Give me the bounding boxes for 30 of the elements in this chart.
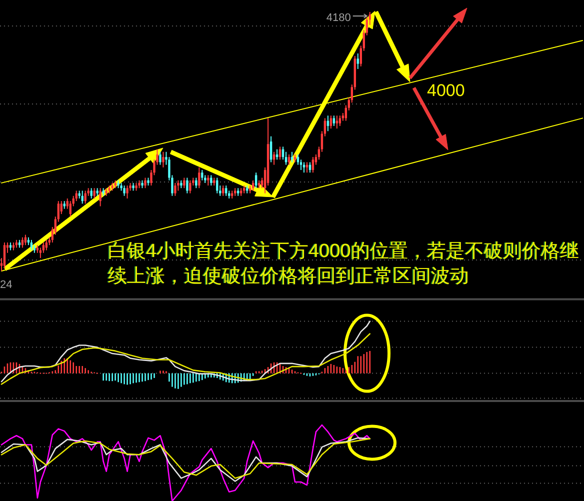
candlestick bbox=[123, 185, 126, 196]
candlestick bbox=[186, 177, 188, 194]
candlestick bbox=[225, 185, 228, 196]
candlestick bbox=[201, 169, 204, 181]
candlestick bbox=[99, 188, 102, 207]
candlestick bbox=[189, 180, 192, 194]
annotation: 4180 bbox=[326, 12, 351, 24]
candlestick bbox=[356, 52, 359, 70]
candlestick bbox=[183, 177, 186, 189]
candlestick bbox=[60, 200, 62, 215]
candlestick bbox=[162, 151, 164, 168]
candlestick bbox=[330, 115, 332, 130]
candlestick bbox=[312, 156, 314, 174]
candlestick bbox=[270, 136, 272, 163]
text: 24 bbox=[0, 279, 12, 291]
candlestick bbox=[174, 182, 176, 196]
annotation: 白银4小时首先关注下方4000的位置，若是不破则价格继续上涨，迫使破位价格将回到正常区间波动 bbox=[108, 240, 580, 289]
annotation: 4000 bbox=[427, 81, 465, 100]
candlestick bbox=[90, 188, 92, 199]
candlestick bbox=[198, 166, 200, 189]
candlestick bbox=[93, 188, 96, 199]
candlestick bbox=[195, 177, 198, 189]
candlestick bbox=[222, 185, 224, 196]
candlestick bbox=[159, 151, 162, 166]
candlestick bbox=[332, 115, 336, 126]
candlestick bbox=[338, 115, 342, 126]
candlestick bbox=[3, 242, 6, 269]
candlestick bbox=[126, 185, 128, 199]
candlestick bbox=[144, 177, 146, 189]
candlestick bbox=[254, 172, 258, 189]
